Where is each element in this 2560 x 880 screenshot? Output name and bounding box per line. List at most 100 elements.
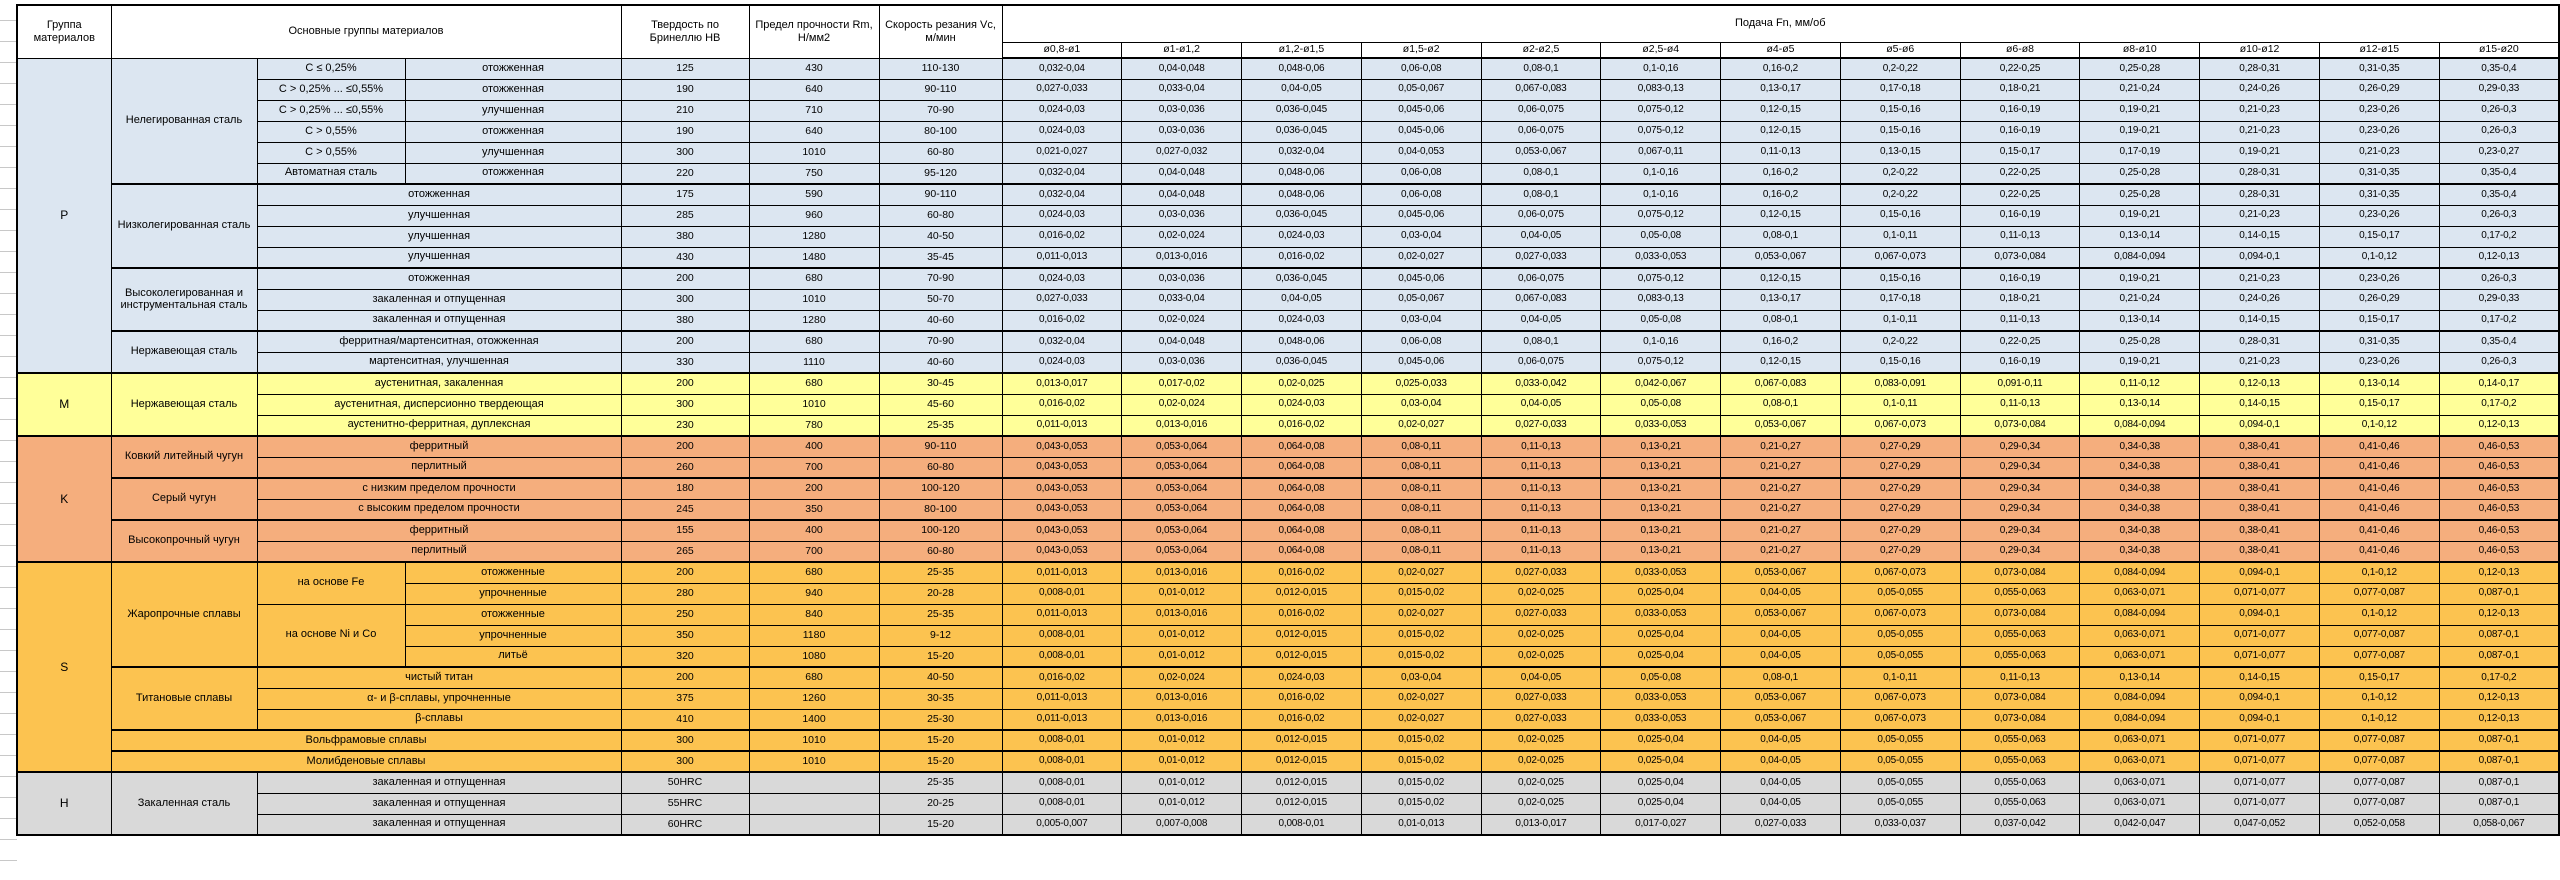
feed-cell[interactable]: 0,012-0,015 [1241, 582, 1362, 605]
feed-cell[interactable]: 0,013-0,016 [1121, 708, 1243, 731]
strength-cell[interactable]: 1010 [748, 750, 880, 773]
feed-cell[interactable]: 0,15-0,17 [2318, 666, 2440, 689]
feed-cell[interactable]: 0,1-0,16 [1600, 162, 1722, 185]
material-cell[interactable]: мартенситная, улучшенная [256, 351, 622, 374]
feed-cell[interactable]: 0,05-0,055 [1839, 729, 1961, 752]
feed-cell[interactable]: 0,064-0,08 [1241, 435, 1362, 458]
feed-cell[interactable]: 0,025-0,04 [1600, 792, 1722, 815]
feed-cell[interactable]: 0,071-0,077 [2199, 750, 2320, 773]
feed-cell[interactable]: 0,048-0,06 [1241, 330, 1362, 353]
strength-cell[interactable]: 750 [748, 162, 880, 185]
feed-cell[interactable]: 0,2-0,22 [1839, 57, 1961, 80]
feed-cell[interactable]: 0,08-0,1 [1480, 330, 1602, 353]
feed-cell[interactable]: 0,027-0,033 [1720, 813, 1841, 836]
feed-cell[interactable]: 0,14-0,17 [2438, 372, 2560, 395]
feed-cell[interactable]: 0,008-0,01 [1001, 624, 1123, 647]
feed-cell[interactable]: 0,2-0,22 [1839, 330, 1961, 353]
feed-cell[interactable]: 0,033-0,053 [1600, 414, 1722, 437]
feed-cell[interactable]: 0,03-0,036 [1121, 204, 1243, 227]
feed-cell[interactable]: 0,16-0,19 [1959, 267, 2081, 290]
feed-cell[interactable]: 0,03-0,04 [1360, 666, 1482, 689]
material-cell[interactable]: C > 0,25% ... ≤0,55% [256, 99, 406, 122]
feed-cell[interactable]: 0,02-0,027 [1360, 603, 1482, 626]
speed-cell[interactable]: 25-35 [878, 561, 1003, 584]
feed-cell[interactable]: 0,067-0,073 [1839, 687, 1961, 710]
feed-cell[interactable]: 0,027-0,033 [1480, 414, 1602, 437]
hardness-cell[interactable]: 155 [620, 519, 750, 542]
diameter-header[interactable]: ø5-ø6 [1839, 41, 1961, 59]
feed-cell[interactable]: 0,087-0,1 [2438, 729, 2560, 752]
feed-cell[interactable]: 0,013-0,016 [1121, 687, 1243, 710]
feed-cell[interactable]: 0,13-0,15 [1839, 141, 1961, 164]
feed-cell[interactable]: 0,2-0,22 [1839, 162, 1961, 185]
feed-cell[interactable]: 0,1-0,16 [1600, 183, 1722, 206]
feed-cell[interactable]: 0,06-0,08 [1360, 57, 1482, 80]
speed-cell[interactable]: 95-120 [878, 162, 1003, 185]
diameter-header[interactable]: ø2,5-ø4 [1600, 41, 1722, 59]
feed-cell[interactable]: 0,02-0,024 [1121, 393, 1243, 416]
feed-cell[interactable]: 0,06-0,075 [1480, 351, 1602, 374]
feed-cell[interactable]: 0,28-0,31 [2199, 57, 2320, 80]
feed-cell[interactable]: 0,21-0,23 [2199, 99, 2320, 122]
feed-cell[interactable]: 0,15-0,17 [1959, 141, 2081, 164]
diameter-header[interactable]: ø4-ø5 [1720, 41, 1841, 59]
feed-cell[interactable]: 0,02-0,027 [1360, 561, 1482, 584]
strength-cell[interactable]: 680 [748, 372, 880, 395]
feed-cell[interactable]: 0,015-0,02 [1360, 792, 1482, 815]
feed-cell[interactable]: 0,04-0,05 [1720, 750, 1841, 773]
feed-cell[interactable]: 0,012-0,015 [1241, 750, 1362, 773]
feed-cell[interactable]: 0,008-0,01 [1241, 813, 1362, 836]
feed-cell[interactable]: 0,016-0,02 [1241, 561, 1362, 584]
feed-cell[interactable]: 0,13-0,14 [2079, 225, 2201, 248]
speed-cell[interactable]: 80-100 [878, 120, 1003, 143]
feed-cell[interactable]: 0,053-0,067 [1720, 414, 1841, 437]
feed-cell[interactable]: 0,067-0,073 [1839, 414, 1961, 437]
speed-cell[interactable]: 20-25 [878, 792, 1003, 815]
feed-cell[interactable]: 0,26-0,3 [2438, 120, 2560, 143]
feed-cell[interactable]: 0,35-0,4 [2438, 57, 2560, 80]
strength-cell[interactable]: 590 [748, 183, 880, 206]
feed-cell[interactable]: 0,13-0,21 [1600, 540, 1722, 563]
feed-cell[interactable]: 0,067-0,073 [1839, 561, 1961, 584]
feed-cell[interactable]: 0,27-0,29 [1839, 456, 1961, 479]
strength-cell[interactable]: 1480 [748, 246, 880, 269]
feed-cell[interactable]: 0,26-0,3 [2438, 267, 2560, 290]
speed-cell[interactable]: 70-90 [878, 99, 1003, 122]
feed-cell[interactable]: 0,048-0,06 [1241, 183, 1362, 206]
feed-cell[interactable]: 0,033-0,037 [1839, 813, 1961, 836]
material-cell[interactable]: отожженная [256, 267, 622, 290]
feed-cell[interactable]: 0,033-0,053 [1600, 687, 1722, 710]
feed-cell[interactable]: 0,008-0,01 [1001, 645, 1123, 668]
feed-cell[interactable]: 0,025-0,033 [1360, 372, 1482, 395]
speed-cell[interactable]: 15-20 [878, 813, 1003, 836]
feed-cell[interactable]: 0,01-0,012 [1121, 750, 1243, 773]
strength-cell[interactable]: 400 [748, 519, 880, 542]
col-header-tensile-strength[interactable]: Предел прочности Rm, Н/мм2 [748, 4, 880, 59]
material-cell[interactable]: закаленная и отпущенная [256, 792, 622, 815]
speed-cell[interactable]: 100-120 [878, 477, 1003, 500]
feed-cell[interactable]: 0,12-0,13 [2438, 561, 2560, 584]
feed-cell[interactable]: 0,06-0,08 [1360, 183, 1482, 206]
material-cell[interactable]: C ≤ 0,25% [256, 57, 406, 80]
feed-cell[interactable]: 0,013-0,017 [1480, 813, 1602, 836]
feed-cell[interactable]: 0,03-0,036 [1121, 120, 1243, 143]
feed-cell[interactable]: 0,087-0,1 [2438, 771, 2560, 794]
feed-cell[interactable]: 0,083-0,13 [1600, 78, 1722, 101]
feed-cell[interactable]: 0,29-0,34 [1959, 456, 2081, 479]
material-cell[interactable]: Низколегированная сталь [110, 183, 258, 269]
material-cell[interactable]: Титановые сплавы [110, 666, 258, 731]
feed-cell[interactable]: 0,033-0,053 [1600, 603, 1722, 626]
feed-cell[interactable]: 0,067-0,073 [1839, 603, 1961, 626]
feed-cell[interactable]: 0,071-0,077 [2199, 624, 2320, 647]
feed-cell[interactable]: 0,012-0,015 [1241, 624, 1362, 647]
feed-cell[interactable]: 0,024-0,03 [1241, 225, 1362, 248]
feed-cell[interactable]: 0,08-0,11 [1360, 435, 1482, 458]
feed-cell[interactable]: 0,14-0,15 [2199, 309, 2320, 332]
strength-cell[interactable]: 680 [748, 330, 880, 353]
material-cell[interactable]: C > 0,55% [256, 141, 406, 164]
material-cell[interactable]: закаленная и отпущенная [256, 813, 622, 836]
feed-cell[interactable]: 0,11-0,13 [1480, 498, 1602, 521]
feed-cell[interactable]: 0,17-0,2 [2438, 309, 2560, 332]
material-cell[interactable]: Нержавеющая сталь [110, 330, 258, 374]
hardness-cell[interactable]: 250 [620, 603, 750, 626]
